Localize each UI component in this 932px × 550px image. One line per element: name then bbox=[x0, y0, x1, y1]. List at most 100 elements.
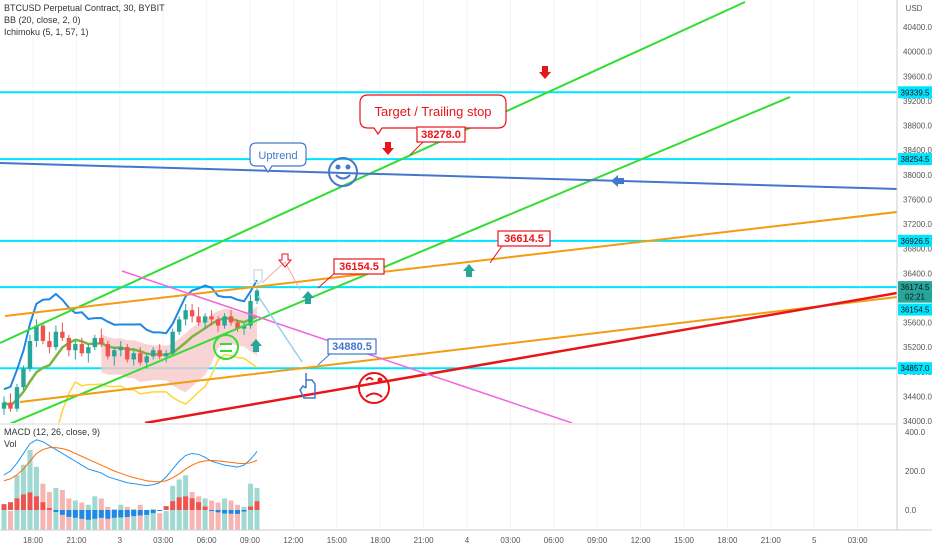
macd-histogram-bar bbox=[189, 498, 195, 510]
macd-histogram-bar bbox=[98, 510, 104, 518]
candle-body bbox=[189, 310, 195, 317]
candle-body bbox=[86, 347, 91, 354]
candle-body bbox=[209, 316, 214, 320]
red-support-line[interactable] bbox=[144, 291, 897, 423]
candle-body bbox=[40, 325, 46, 341]
svg-text:38278.0: 38278.0 bbox=[421, 129, 461, 141]
symbol-legend[interactable]: BTCUSD Perpetual Contract, 30, BYBIT bbox=[4, 3, 165, 13]
sad-face-icon bbox=[358, 372, 390, 404]
macd-histogram-bar bbox=[7, 502, 13, 510]
time-tick-label: 21:00 bbox=[761, 536, 782, 545]
time-tick-label: 3 bbox=[118, 536, 123, 545]
macd-tick-label: 200.0 bbox=[905, 467, 926, 476]
macd-histogram-bar bbox=[92, 510, 98, 519]
price-tag-label: 02:21 bbox=[905, 293, 926, 302]
macd-histogram-bar bbox=[46, 508, 52, 510]
time-tick-label: 09:00 bbox=[587, 536, 608, 545]
pointing-hand-icon bbox=[299, 373, 316, 399]
price-tag-label: 39339.5 bbox=[901, 88, 930, 97]
macd-histogram-bar bbox=[170, 501, 176, 510]
macd-histogram-bar bbox=[228, 510, 234, 514]
label-36154[interactable]: 36154.5 bbox=[317, 258, 385, 289]
svg-text:34880.5: 34880.5 bbox=[332, 341, 372, 353]
label-34880[interactable]: 34880.5 bbox=[317, 338, 377, 366]
volume-bar bbox=[7, 511, 13, 530]
candle-body bbox=[151, 350, 156, 357]
macd-histogram-bar bbox=[241, 510, 247, 512]
price-tag-label: 36174.5 bbox=[901, 283, 930, 292]
candle-body bbox=[34, 325, 39, 341]
candle-body bbox=[138, 353, 143, 363]
label-36614[interactable]: 36614.5 bbox=[489, 230, 551, 264]
volume-bar bbox=[144, 511, 150, 530]
price-tick-label: 39600.0 bbox=[903, 72, 932, 81]
time-axis[interactable]: 18:00 21:00 3 03:00 06:00 09:00 12:00 15:00 18:0… bbox=[0, 529, 932, 545]
svg-text:36614.5: 36614.5 bbox=[504, 233, 544, 245]
price-tick-label: 39200.0 bbox=[903, 97, 932, 106]
orange-line-lower[interactable] bbox=[19, 296, 897, 403]
macd-histogram-bar bbox=[196, 502, 202, 510]
price-tick-label: 38000.0 bbox=[903, 171, 932, 180]
price-tick-label: 36400.0 bbox=[903, 269, 932, 278]
ichimoku-legend[interactable]: Ichimoku (5, 1, 57, 1) bbox=[4, 27, 89, 37]
macd-histogram-bar bbox=[163, 506, 169, 510]
price-axis[interactable]: 40400.0 40000.0 39600.0 39200.0 38800.0 38400… bbox=[896, 0, 932, 530]
macd-histogram-bar bbox=[235, 510, 241, 514]
main-legend: BTCUSD Perpetual Contract, 30, BYBIT BB … bbox=[4, 3, 165, 37]
green-channel-upper[interactable] bbox=[0, 1, 746, 344]
volume-bar bbox=[150, 508, 156, 530]
volume-bar bbox=[163, 511, 169, 530]
volume-bar bbox=[196, 496, 202, 530]
macd-histogram-bar bbox=[157, 510, 163, 511]
macd-histogram-bar bbox=[111, 510, 117, 518]
volume-bar bbox=[228, 500, 234, 530]
macd-lines bbox=[3, 439, 258, 487]
candle-body bbox=[170, 331, 175, 354]
candle-body bbox=[157, 350, 162, 357]
blue-trendline[interactable] bbox=[0, 162, 897, 190]
candle-body bbox=[176, 319, 182, 332]
macd-histogram-bar bbox=[118, 510, 124, 518]
price-tag bbox=[898, 86, 932, 99]
label-38278[interactable]: 38278.0 bbox=[409, 126, 466, 156]
candle-body bbox=[92, 337, 98, 348]
price-tick-label: 35200.0 bbox=[903, 343, 932, 352]
macd-histogram bbox=[1, 492, 260, 520]
target-callout[interactable]: Target / Trailing stop bbox=[359, 94, 507, 136]
orange-line-upper[interactable] bbox=[4, 211, 897, 317]
volume-bar bbox=[124, 506, 130, 530]
macd-histogram-bar bbox=[59, 510, 65, 515]
volume-bar bbox=[202, 498, 208, 530]
uptrend-callout[interactable]: Uptrend bbox=[249, 142, 307, 174]
price-tag bbox=[898, 303, 932, 316]
volume-bar bbox=[189, 492, 195, 530]
arrow-up-icon bbox=[250, 264, 475, 352]
green-channel-lower[interactable] bbox=[0, 96, 791, 428]
time-tick-label: 12:00 bbox=[283, 536, 304, 545]
candle-body bbox=[27, 340, 33, 369]
grid-lines bbox=[32, 0, 859, 530]
bb-legend[interactable]: BB (20, close, 2, 0) bbox=[4, 15, 81, 25]
candle-body bbox=[14, 387, 20, 409]
vol-legend-text[interactable]: Vol bbox=[4, 439, 17, 449]
target-callout-text: Target / Trailing stop bbox=[374, 104, 491, 119]
time-tick-label: 4 bbox=[465, 536, 470, 545]
macd-tick-label: 400.0 bbox=[905, 428, 926, 437]
candle-body bbox=[99, 337, 104, 345]
candle-body bbox=[183, 310, 188, 320]
macd-histogram-bar bbox=[222, 510, 228, 514]
macd-histogram-bar bbox=[66, 510, 72, 517]
time-tick-label: 18:00 bbox=[370, 536, 391, 545]
macd-histogram-bar bbox=[79, 510, 85, 519]
volume-bar bbox=[157, 513, 163, 530]
candle-body bbox=[222, 316, 227, 326]
time-tick-label: 18:00 bbox=[23, 536, 44, 545]
macd-legend-text[interactable]: MACD (12, 26, close, 9) bbox=[4, 427, 100, 437]
candle-body bbox=[248, 300, 253, 326]
volume-bar bbox=[137, 504, 143, 530]
projection-arrow-line bbox=[257, 295, 303, 363]
volume-bar bbox=[53, 487, 59, 530]
macd-tick-label: 0.0 bbox=[905, 506, 917, 515]
candle-body bbox=[8, 402, 13, 409]
